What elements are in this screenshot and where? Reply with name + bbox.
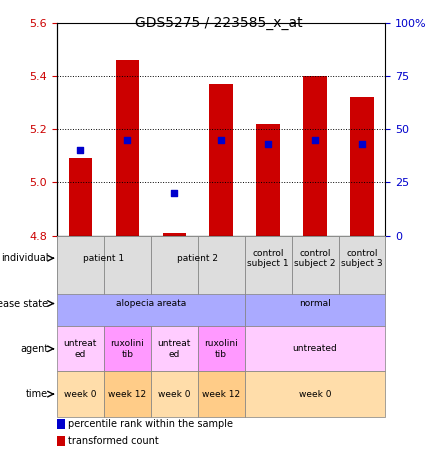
Bar (350, 97, 374, 236)
Text: week 12: week 12 (108, 390, 146, 399)
Bar (69, 159, 92, 236)
Text: disease state: disease state (0, 299, 48, 308)
Text: transformed count: transformed count (68, 436, 159, 446)
Bar (116, 60, 139, 236)
Text: percentile rank within the sample: percentile rank within the sample (68, 419, 233, 429)
Text: GDS5275 / 223585_x_at: GDS5275 / 223585_x_at (135, 16, 303, 30)
Text: patient 2: patient 2 (177, 254, 218, 263)
Bar (303, 76, 327, 236)
Bar (256, 124, 280, 236)
Text: untreat
ed: untreat ed (158, 339, 191, 358)
Text: normal: normal (299, 299, 331, 308)
Text: time: time (26, 389, 48, 399)
Text: control
subject 2: control subject 2 (294, 249, 336, 268)
Text: agent: agent (20, 344, 48, 354)
Point (171, 189, 178, 197)
Text: individual: individual (1, 253, 48, 263)
Text: untreat
ed: untreat ed (64, 339, 97, 358)
Bar (162, 233, 186, 236)
Point (218, 136, 225, 144)
Point (77, 147, 84, 154)
Text: patient 1: patient 1 (83, 254, 124, 263)
Text: week 12: week 12 (202, 390, 240, 399)
Point (358, 140, 365, 148)
Text: untreated: untreated (293, 344, 337, 353)
Bar (209, 84, 233, 236)
Text: ruxolini
tib: ruxolini tib (110, 339, 144, 358)
Text: week 0: week 0 (64, 390, 97, 399)
Text: control
subject 1: control subject 1 (247, 249, 289, 268)
Point (265, 140, 272, 148)
Text: ruxolini
tib: ruxolini tib (204, 339, 238, 358)
Text: control
subject 3: control subject 3 (341, 249, 383, 268)
Text: alopecia areata: alopecia areata (116, 299, 186, 308)
Text: week 0: week 0 (158, 390, 191, 399)
Point (311, 136, 318, 144)
Text: week 0: week 0 (299, 390, 331, 399)
Point (124, 136, 131, 144)
